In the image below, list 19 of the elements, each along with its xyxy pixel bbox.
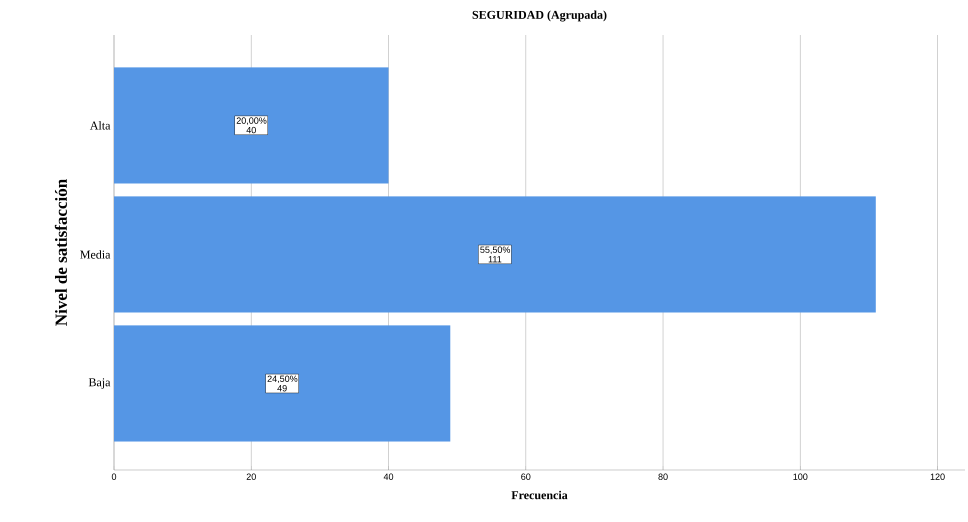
x-tick-label: 100: [793, 474, 808, 480]
x-tick-label: 120: [930, 474, 945, 480]
x-tick-label: 40: [384, 474, 394, 480]
x-tick-label: 0: [112, 474, 116, 480]
data-label: 20,00% 40: [236, 117, 266, 134]
bar: [114, 67, 389, 184]
y-axis-title: Nivel de satisfacción: [54, 179, 67, 326]
x-axis-title: Frecuencia: [512, 490, 568, 500]
y-tick-label: Media: [80, 250, 110, 259]
x-tick-label: 80: [658, 474, 668, 480]
y-tick-label: Alta: [90, 121, 110, 130]
bar: [114, 196, 876, 313]
bar: [114, 325, 450, 442]
data-label: 24,50% 49: [268, 376, 298, 392]
chart-title: SEGURIDAD (Agrupada): [472, 10, 606, 22]
x-tick-label: 20: [246, 474, 256, 480]
data-label: 55,50% 111: [480, 246, 510, 262]
y-tick-label: Baja: [88, 378, 110, 389]
x-tick-label: 60: [521, 474, 530, 480]
